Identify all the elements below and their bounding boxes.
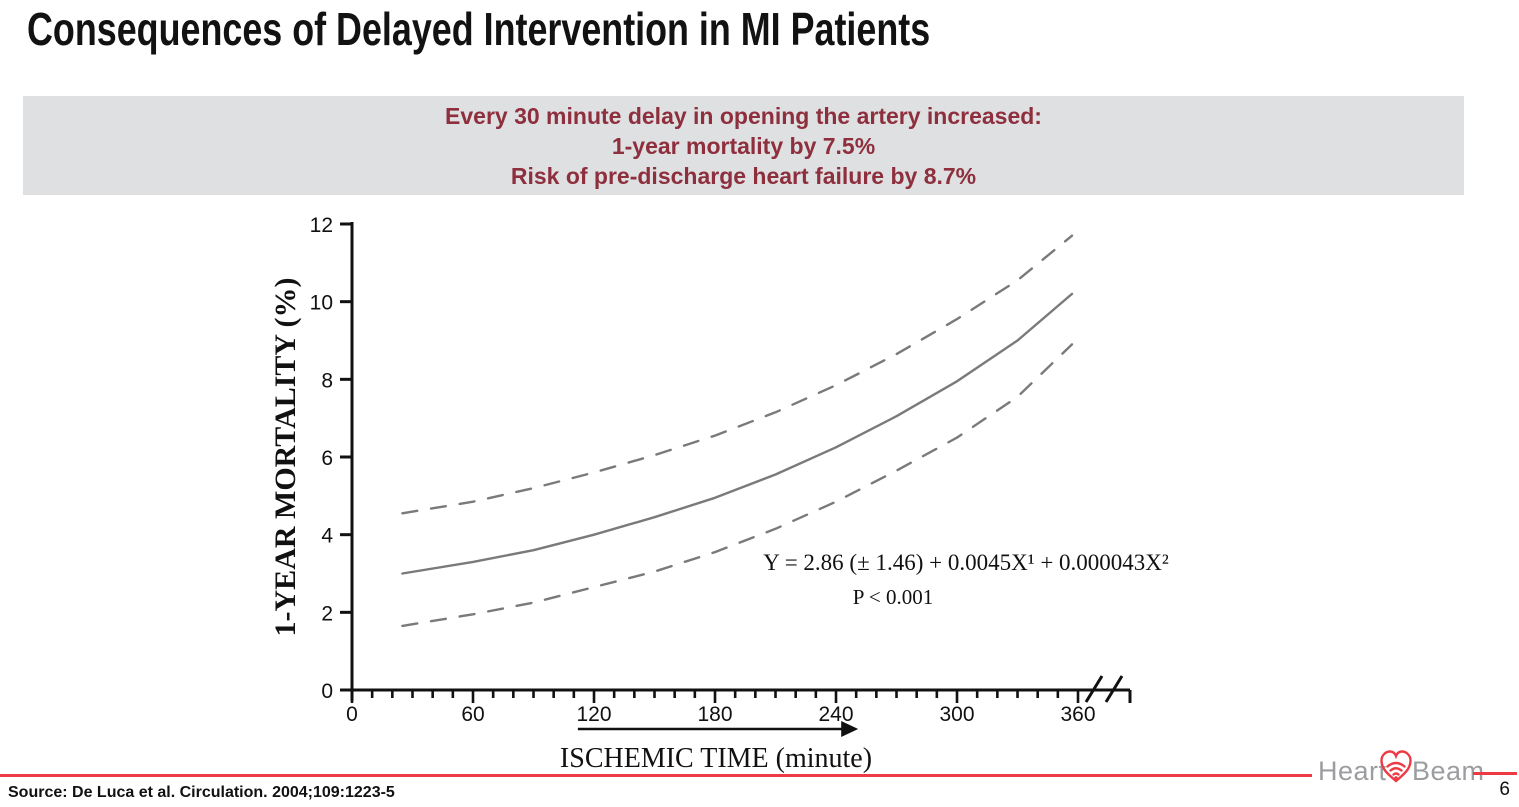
x-tick-label: 360 xyxy=(1060,703,1095,726)
heart-wifi-icon xyxy=(1380,750,1412,783)
chart-axes xyxy=(350,222,1130,701)
y-tick-label: 4 xyxy=(321,525,333,548)
y-tick-label: 12 xyxy=(310,214,333,237)
arrow-head-icon xyxy=(841,721,859,737)
y-tick-label: 8 xyxy=(321,369,333,392)
logo-right-dash xyxy=(1473,772,1517,775)
x-tick-label: 60 xyxy=(461,703,484,726)
footer-divider-line xyxy=(0,774,1312,777)
regression-equation: Y = 2.86 (± 1.46) + 0.0045X¹ + 0.000043X… xyxy=(763,550,1169,575)
x-tick-label: 180 xyxy=(697,703,732,726)
y-tick-label: 10 xyxy=(310,292,333,315)
x-axis-break-icon xyxy=(1084,675,1124,703)
banner-line-2: 1-year mortality by 7.5% xyxy=(611,132,876,159)
page-title: Consequences of Delayed Intervention in … xyxy=(27,3,931,55)
mortality-vs-ischemic-time-chart: 0 2 4 6 8 10 12 0 60 120 180 240 300 360 Y = 2.86 (±… xyxy=(240,200,1280,785)
confidence-interval-curve xyxy=(401,343,1074,628)
heartbeam-logo: Heart Beam xyxy=(1316,748,1519,788)
y-tick-label: 0 xyxy=(321,680,333,703)
x-axis-title: ISCHEMIC TIME (minute) xyxy=(560,743,872,774)
p-value-label: P < 0.001 xyxy=(853,585,934,609)
x-tick-label: 240 xyxy=(818,703,853,726)
logo-text-beam: Beam xyxy=(1412,756,1485,786)
key-message-banner: Every 30 minute delay in opening the art… xyxy=(23,96,1464,195)
chart-series-curves xyxy=(401,234,1074,628)
mean-curve xyxy=(401,292,1074,575)
page-number: 6 xyxy=(1499,779,1510,800)
x-axis-ticks: 0 60 120 180 240 300 360 xyxy=(346,690,1096,726)
chart-canvas: 0 2 4 6 8 10 12 0 60 120 180 240 300 360 Y = 2.86 (±… xyxy=(269,214,1169,774)
time-direction-arrow xyxy=(577,721,859,737)
x-tick-label: 120 xyxy=(576,703,611,726)
logo-text-heart: Heart xyxy=(1318,756,1387,786)
y-tick-label: 6 xyxy=(321,447,333,470)
banner-line-1: Every 30 minute delay in opening the art… xyxy=(445,102,1042,129)
banner-line-3: Risk of pre-discharge heart failure by 8… xyxy=(510,162,977,189)
y-axis-ticks: 0 2 4 6 8 10 12 xyxy=(310,214,352,703)
x-tick-label: 0 xyxy=(346,703,358,726)
source-citation: Source: De Luca et al. Circulation. 2004… xyxy=(8,784,395,801)
y-axis-title: 1-YEAR MORTALITY (%) xyxy=(269,278,302,637)
x-tick-label: 300 xyxy=(939,703,974,726)
y-tick-label: 2 xyxy=(321,602,333,625)
confidence-interval-curve xyxy=(401,234,1074,515)
